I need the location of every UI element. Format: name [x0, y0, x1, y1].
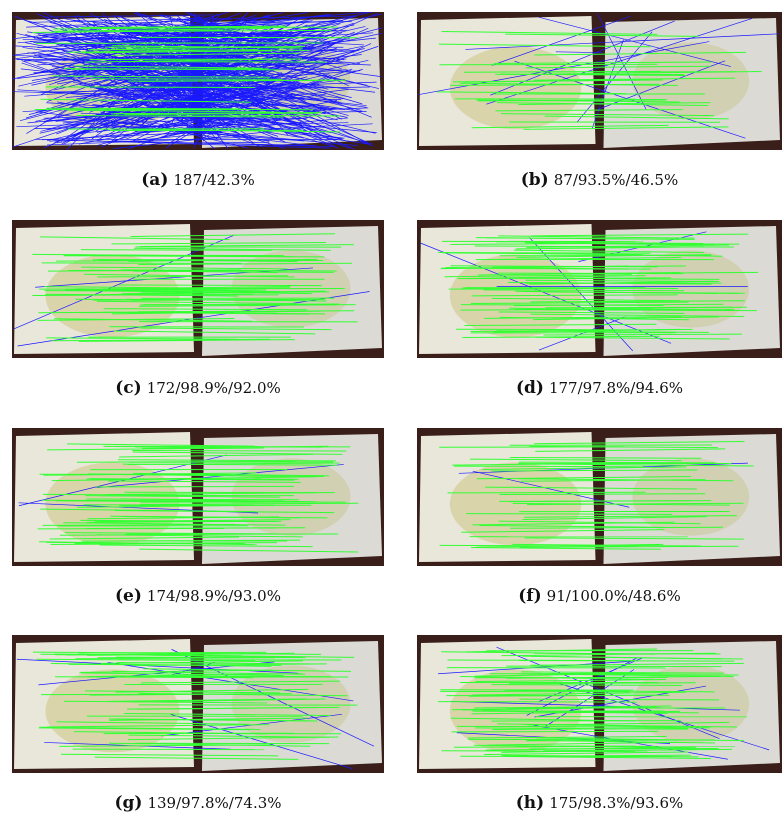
- inlier-match: [46, 108, 240, 109]
- panel-label: (a): [141, 170, 168, 190]
- panel-caption: 87/93.5%/46.5%: [554, 171, 679, 189]
- inlier-match: [90, 59, 303, 60]
- panel-caption: 177/97.8%/94.6%: [549, 379, 683, 397]
- caption: (c) 172/98.9%/92.0%: [12, 378, 384, 398]
- matching-image: [417, 428, 782, 566]
- inlier-match: [519, 661, 734, 662]
- panel-caption: 91/100.0%/48.6%: [547, 587, 681, 605]
- matching-image: [12, 12, 384, 150]
- matching-image: [12, 220, 384, 358]
- panel-caption: 174/98.9%/93.0%: [147, 587, 281, 605]
- matching-image: [417, 220, 782, 358]
- panel-caption: 175/98.3%/93.6%: [549, 794, 683, 812]
- panel-label: (f): [518, 586, 541, 606]
- inlier-match: [510, 458, 701, 459]
- panel-caption: 139/97.8%/74.3%: [147, 794, 281, 812]
- caption: (g) 139/97.8%/74.3%: [12, 793, 384, 813]
- panel-label: (d): [516, 378, 544, 398]
- panel: (h) 175/98.3%/93.6%: [417, 635, 782, 813]
- inlier-match: [506, 666, 721, 667]
- matching-image: [417, 635, 782, 773]
- caption: (d) 177/97.8%/94.6%: [417, 378, 782, 398]
- panel: (a) 187/42.3%: [12, 12, 384, 190]
- panel: (c) 172/98.9%/92.0%: [12, 220, 384, 398]
- caption: (f) 91/100.0%/48.6%: [417, 586, 782, 606]
- caption: (h) 175/98.3%/93.6%: [417, 793, 782, 813]
- panel: (b) 87/93.5%/46.5%: [417, 12, 782, 190]
- panel: (d) 177/97.8%/94.6%: [417, 220, 782, 398]
- matching-image: [417, 12, 782, 150]
- matching-image: [12, 428, 384, 566]
- matching-image: [12, 635, 384, 773]
- map-tint: [450, 47, 581, 130]
- panel: (g) 139/97.8%/74.3%: [12, 635, 384, 813]
- panel: (e) 174/98.9%/93.0%: [12, 428, 384, 606]
- inlier-match: [519, 462, 715, 463]
- caption: (b) 87/93.5%/46.5%: [417, 170, 782, 190]
- inlier-match: [92, 79, 283, 80]
- panel-caption: 172/98.9%/92.0%: [147, 379, 281, 397]
- figure: (a) 187/42.3% (b) 87/93.5%/46.5% (c) 172/98.9…: [0, 0, 782, 816]
- inlier-match: [119, 285, 322, 286]
- panel-label: (c): [115, 378, 141, 398]
- inlier-match: [448, 492, 646, 493]
- panel-caption: 187/42.3%: [173, 171, 254, 189]
- panel-label: (g): [114, 793, 142, 813]
- panel: (f) 91/100.0%/48.6%: [417, 428, 782, 606]
- caption: (a) 187/42.3%: [12, 170, 384, 190]
- panel-label: (b): [521, 170, 549, 190]
- panel-label: (h): [516, 793, 544, 813]
- panel-label: (e): [115, 586, 142, 606]
- caption: (e) 174/98.9%/93.0%: [12, 586, 384, 606]
